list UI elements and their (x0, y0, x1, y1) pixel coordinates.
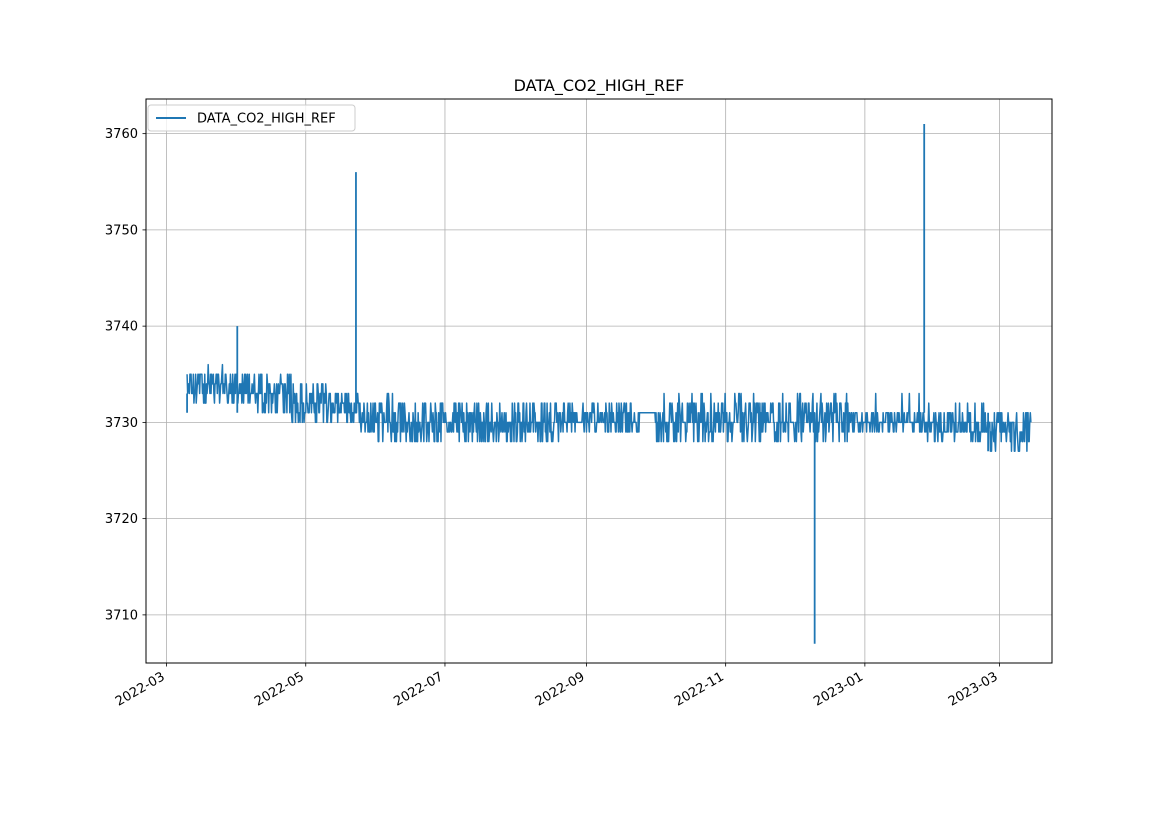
y-tick-label: 3730 (105, 416, 138, 431)
series-layer (186, 124, 1032, 644)
legend-box (147, 104, 356, 132)
y-tick-label: 3760 (105, 127, 138, 142)
legend-label: DATA_CO2_HIGH_REF (197, 112, 336, 127)
y-tick-label: 3740 (105, 320, 138, 335)
series-line (186, 363, 1032, 453)
y-tick-label: 3720 (105, 512, 138, 527)
chart-title: DATA_CO2_HIGH_REF (514, 76, 685, 96)
plot-area-frame (145, 98, 1053, 664)
y-tick-label: 3710 (105, 608, 138, 623)
legend: DATA_CO2_HIGH_REF (147, 104, 356, 132)
y-axis: 3710 3720 3730 3740 3750 3760 (105, 127, 146, 623)
y-tick-label: 3750 (105, 223, 138, 238)
